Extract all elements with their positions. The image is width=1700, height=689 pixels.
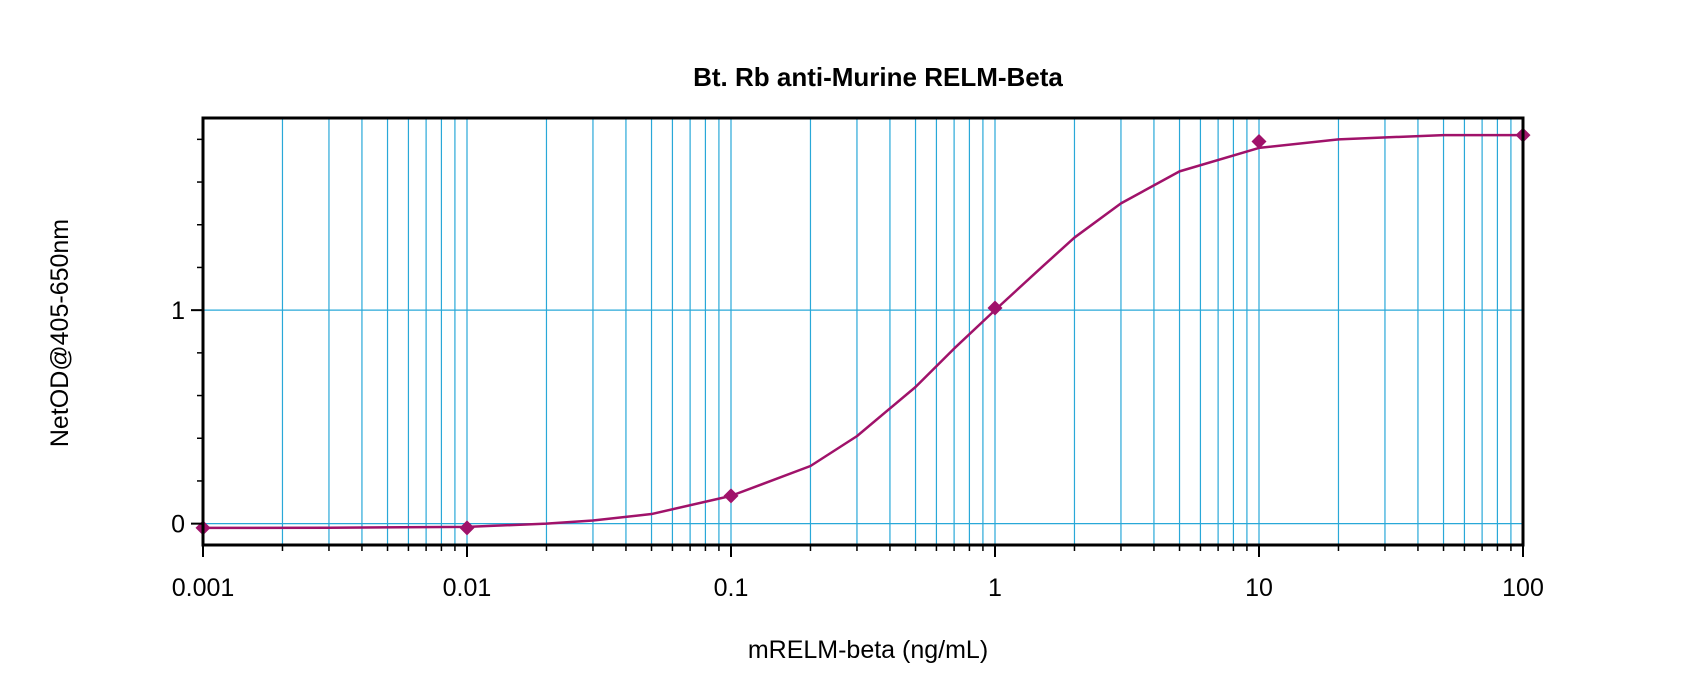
x-tick-label: 0.1 bbox=[714, 574, 749, 602]
data-point bbox=[1251, 133, 1267, 149]
x-tick-label: 100 bbox=[1502, 574, 1544, 602]
data-point bbox=[987, 300, 1003, 316]
x-tick-label: 1 bbox=[988, 574, 1002, 602]
x-axis-label: mRELM-beta (ng/mL) bbox=[748, 636, 988, 664]
fit-curve-layer bbox=[202, 133, 1523, 530]
fit-curve bbox=[202, 133, 1523, 530]
y-tick-label: 0 bbox=[171, 511, 185, 539]
data-point bbox=[459, 520, 475, 536]
tick-labels: 0.001 0.01 0.1 1 10 100 0 1 bbox=[171, 297, 1544, 602]
y-axis-label: NetOD@405-650nm bbox=[46, 219, 74, 447]
plot-frame bbox=[201, 116, 1525, 547]
x-tick-label: 0.01 bbox=[443, 574, 492, 602]
ticks bbox=[191, 138, 1524, 557]
x-tick-label: 0.001 bbox=[172, 574, 235, 602]
data-point bbox=[723, 488, 739, 504]
data-points bbox=[195, 127, 1531, 536]
x-tick-label: 10 bbox=[1245, 574, 1273, 602]
grid bbox=[202, 118, 1524, 545]
chart-title: Bt. Rb anti-Murine RELM-Beta bbox=[693, 62, 1063, 92]
y-tick-label: 1 bbox=[171, 297, 185, 325]
